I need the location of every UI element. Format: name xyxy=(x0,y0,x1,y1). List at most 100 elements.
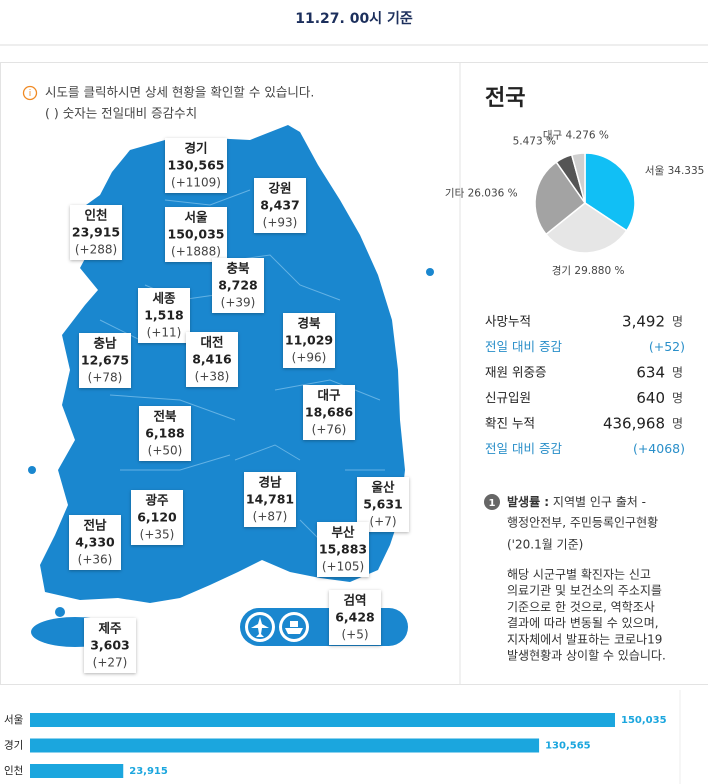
region-card[interactable] xyxy=(283,313,335,368)
pie-label: 대구 4.276 % xyxy=(543,130,609,142)
region-count: 150,035 xyxy=(168,227,225,242)
region-card[interactable] xyxy=(303,385,355,440)
region-card[interactable] xyxy=(165,138,227,193)
region-count: 6,120 xyxy=(137,510,177,525)
region-box[interactable]: 전남 4,330 (+36) xyxy=(69,515,121,570)
pie-label-name: 기타 xyxy=(445,187,465,199)
region-box[interactable]: 전북 6,188 (+50) xyxy=(139,406,191,461)
region-box[interactable]: 광주 6,120 (+35) xyxy=(131,490,183,545)
region-box[interactable]: 세종 1,518 (+11) xyxy=(138,288,190,343)
region-change: (+1109) xyxy=(171,176,221,190)
bar-value-label: 150,035 xyxy=(621,715,667,726)
note-line: ('20.1월 기준) xyxy=(507,538,583,552)
region-name: 서울 xyxy=(184,210,208,225)
region-name: 경남 xyxy=(258,475,282,490)
region-card[interactable] xyxy=(165,207,227,262)
region-change: (+27) xyxy=(93,656,128,670)
notice: 시도를 클릭하시면 상세 현황을 확인할 수 있습니다. xyxy=(45,85,314,100)
region-change: (+7) xyxy=(369,515,396,529)
region-change: (+288) xyxy=(75,243,117,257)
bar-chart: 서울 150,035 경기 130,565 인천 23,915 xyxy=(4,713,667,778)
region-change: (+87) xyxy=(253,510,288,524)
region-card[interactable] xyxy=(317,522,369,577)
pie-slice xyxy=(534,161,587,236)
region-card[interactable] xyxy=(329,590,381,645)
region-count: 130,565 xyxy=(168,158,225,173)
region-name: 충북 xyxy=(226,261,250,276)
region-box[interactable]: 부산 15,883 (+105) xyxy=(317,522,369,577)
region-card[interactable] xyxy=(139,406,191,461)
bar xyxy=(30,713,615,727)
region-box[interactable]: 울산 5,631 (+7) xyxy=(357,477,409,532)
region-count: 18,686 xyxy=(305,405,354,420)
pie-label-name: 서울 xyxy=(645,165,665,177)
island xyxy=(426,268,434,276)
info-icon-glyph: i xyxy=(29,89,32,99)
stat-value: 640 xyxy=(636,389,665,407)
stat-label: 신규입원 xyxy=(485,390,531,405)
region-change: (+1888) xyxy=(171,245,221,259)
region-card[interactable] xyxy=(70,205,122,260)
stat-value: 3,492 xyxy=(622,313,665,331)
region-change: (+96) xyxy=(292,351,327,365)
region-count: 4,330 xyxy=(75,535,115,550)
region-boxes: 경기 130,565 (+1109) 강원 8,437 (+93) 인천 23,915 (+28… xyxy=(69,138,409,673)
region-card[interactable] xyxy=(69,515,121,570)
region-box[interactable]: 대구 18,686 (+76) xyxy=(303,385,355,440)
bar xyxy=(30,738,540,753)
note-badge xyxy=(484,494,500,510)
region-count: 5,631 xyxy=(363,497,403,512)
region-box[interactable]: 검역 6,428 (+5) xyxy=(329,590,381,645)
region-card[interactable] xyxy=(212,258,264,313)
region-card[interactable] xyxy=(131,490,183,545)
island xyxy=(55,607,65,617)
region-count: 8,416 xyxy=(192,352,232,367)
region-count: 1,518 xyxy=(144,308,184,323)
region-count: 15,883 xyxy=(319,542,367,557)
stat-unit: 명 xyxy=(672,366,683,380)
region-name: 전남 xyxy=(83,518,107,533)
region-box[interactable]: 강원 8,437 (+93) xyxy=(254,178,306,233)
region-name: 충남 xyxy=(93,336,117,351)
stat-label: 전일 대비 증감 xyxy=(485,339,562,354)
region-card[interactable] xyxy=(79,333,131,388)
stat-value: (+4068) xyxy=(633,441,685,456)
stat-unit: 명 xyxy=(672,417,683,431)
note-number: 1 xyxy=(489,498,496,509)
bar-value-label: 23,915 xyxy=(129,766,168,777)
region-card[interactable] xyxy=(138,288,190,343)
region-card[interactable] xyxy=(244,472,296,527)
region-change: (+105) xyxy=(322,560,364,574)
region-box[interactable]: 제주 3,603 (+27) xyxy=(84,618,136,673)
pie-label-value: 4.276 % xyxy=(566,130,609,142)
note: 1 발생률 : 지역별 인구 출처 - 행정안전부, 주민등록인구현황 ('20.1월… xyxy=(484,494,666,663)
region-card[interactable] xyxy=(186,332,238,387)
region-card[interactable] xyxy=(254,178,306,233)
pie-slice xyxy=(570,152,586,204)
time-header: 11.27. 00시 기준 xyxy=(295,11,413,27)
note-body: 발생현황과 상이할 수 있습니다. xyxy=(507,649,666,663)
region-box[interactable]: 서울 150,035 (+1888) xyxy=(165,207,227,262)
region-count: 8,728 xyxy=(218,278,258,293)
note-body: 해당 시군구별 확진자는 신고 xyxy=(507,568,651,582)
note-body: 결과에 따라 변동될 수 있으며, xyxy=(507,616,659,630)
region-box[interactable]: 경북 11,029 (+96) xyxy=(283,313,335,368)
region-box[interactable]: 대전 8,416 (+38) xyxy=(186,332,238,387)
region-name: 검역 xyxy=(343,593,366,608)
bar-category: 서울 xyxy=(4,714,24,726)
region-card[interactable] xyxy=(84,618,136,673)
region-box[interactable]: 충북 8,728 (+39) xyxy=(212,258,264,313)
stat-label: 사망누적 xyxy=(485,314,531,329)
bar-category: 인천 xyxy=(4,765,23,777)
region-box[interactable]: 인천 23,915 (+288) xyxy=(70,205,122,260)
pie-slice xyxy=(544,202,628,254)
region-change: (+11) xyxy=(147,326,182,340)
region-name: 경기 xyxy=(184,141,207,156)
region-box[interactable]: 경남 14,781 (+87) xyxy=(244,472,296,527)
region-box[interactable]: 경기 130,565 (+1109) xyxy=(165,138,227,193)
pie-label: 서울 34.335 % xyxy=(645,165,708,177)
region-box[interactable]: 충남 12,675 (+78) xyxy=(79,333,131,388)
